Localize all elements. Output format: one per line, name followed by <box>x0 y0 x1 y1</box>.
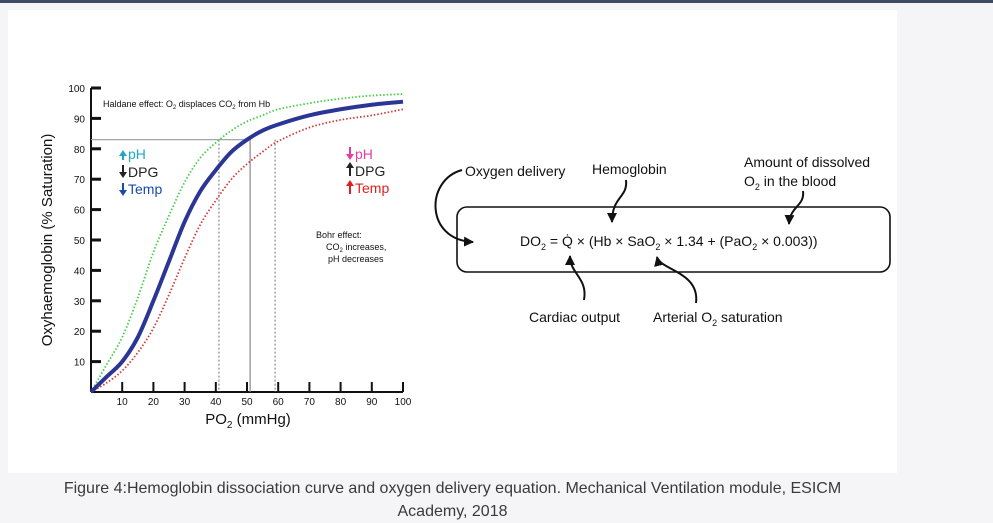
y-axis-label: Oxyhaemoglobin (% Saturation) <box>39 134 56 347</box>
up-arrow-icon <box>346 162 354 176</box>
left-ph-label: pH <box>128 146 146 162</box>
y-tick-label: 80 <box>74 145 86 156</box>
right-shift-annotation: pH DPG Temp <box>346 146 389 196</box>
oxygen-delivery-diagram: DO2 = Q̇ × (Hb × SaO2 × 1.34 + (PaO2 × 0… <box>434 154 891 328</box>
y-tick-label: 60 <box>74 206 86 217</box>
x-tick-label: 30 <box>179 397 191 408</box>
dissociation-chart: 10 20 30 40 50 60 70 80 90 100 10 20 30 40 50 60 70 80 90… <box>39 84 412 431</box>
x-axis-label: PO2 (mmHg) <box>205 411 291 431</box>
y-tick-label: 30 <box>74 297 86 308</box>
haldane-annotation: Haldane effect: O2 displaces CO2 from Hb <box>103 99 270 111</box>
label-oxygen-delivery: Oxygen delivery <box>465 163 565 179</box>
y-tick-label: 90 <box>74 114 86 125</box>
label-dissolved-line1: Amount of dissolved <box>744 154 870 170</box>
top-border <box>0 0 993 3</box>
right-temp-label: Temp <box>355 180 389 196</box>
label-arterial-saturation: Arterial O2 saturation <box>653 309 783 328</box>
x-tick-label: 100 <box>395 397 412 408</box>
y-tick-label: 100 <box>68 84 85 95</box>
svg-text:CO2 increases,: CO2 increases, <box>326 242 386 254</box>
figure-caption: Figure 4:Hemoglobin dissociation curve a… <box>8 477 897 523</box>
x-tick-label: 20 <box>148 397 160 408</box>
dissociation-curve-normal <box>89 99 404 394</box>
svg-text:pH decreases: pH decreases <box>328 254 384 264</box>
left-temp-label: Temp <box>128 181 162 197</box>
arterial-saturation-arrow-icon <box>654 256 698 304</box>
hemoglobin-arrow-icon <box>607 179 628 223</box>
label-hemoglobin: Hemoglobin <box>592 161 667 177</box>
x-tick-label: 40 <box>210 397 222 408</box>
up-arrow-icon <box>346 180 354 194</box>
y-tick-label: 40 <box>74 266 86 277</box>
right-dpg-label: DPG <box>355 163 385 179</box>
x-tick-label: 60 <box>273 397 285 408</box>
oxygen-delivery-arrow-icon <box>434 169 474 247</box>
down-arrow-icon <box>119 183 127 196</box>
up-arrow-icon <box>119 150 127 160</box>
y-tick-label: 10 <box>74 358 86 369</box>
dissolved-arrow-icon <box>784 190 805 225</box>
left-shift-annotation: pH DPG Temp <box>119 146 162 197</box>
y-tick-label: 20 <box>74 327 86 338</box>
caption-line-2: Academy, 2018 <box>397 503 508 520</box>
y-tick-label: 70 <box>74 175 86 186</box>
x-tick-label: 70 <box>304 397 316 408</box>
down-arrow-icon <box>346 147 354 160</box>
x-tick-label: 10 <box>117 397 129 408</box>
dissociation-curve-left-shift <box>90 93 404 393</box>
x-tick-label: 80 <box>335 397 347 408</box>
y-tick-label: 50 <box>74 236 86 247</box>
down-arrow-icon <box>119 165 127 178</box>
bohr-annotation: Bohr effect: CO2 increases, pH decreases <box>316 230 386 264</box>
x-tick-label: 90 <box>366 397 378 408</box>
right-ph-label: pH <box>355 146 373 162</box>
left-dpg-label: DPG <box>128 164 158 180</box>
equation-text: DO2 = Q̇ × (Hb × SaO2 × 1.34 + (PaO2 × 0… <box>520 233 818 252</box>
svg-text:Bohr effect:: Bohr effect: <box>316 230 362 240</box>
label-dissolved-line2: O2 in the blood <box>744 173 836 192</box>
x-tick-label: 50 <box>241 397 253 408</box>
figure-panel <box>8 10 897 473</box>
caption-line-1: Figure 4:Hemoglobin dissociation curve a… <box>63 480 842 497</box>
cardiac-output-arrow-icon <box>565 255 586 301</box>
label-cardiac-output: Cardiac output <box>529 309 620 325</box>
